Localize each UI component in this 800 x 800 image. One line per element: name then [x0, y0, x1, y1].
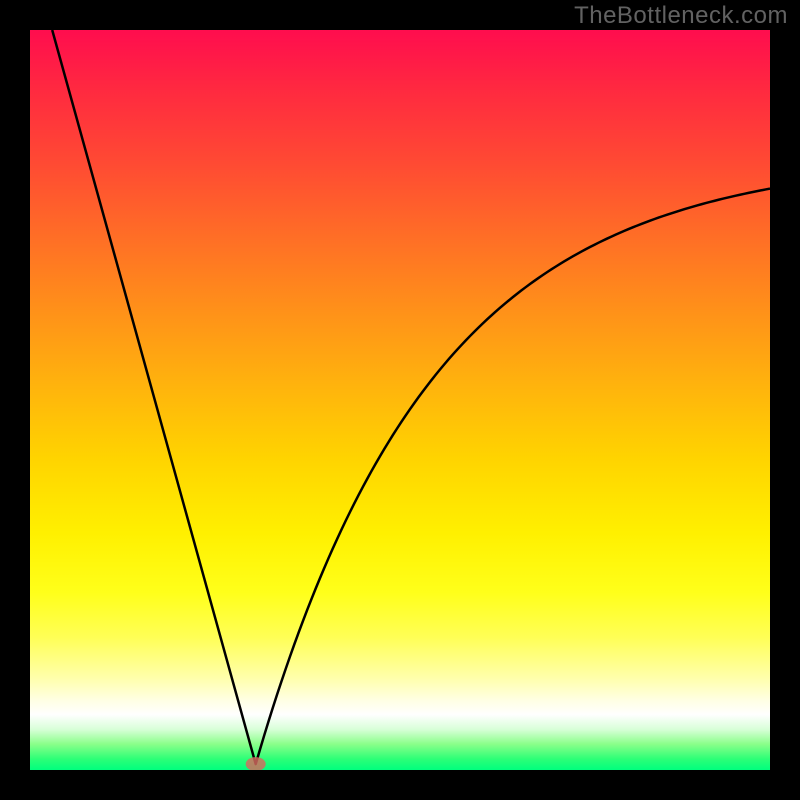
chart-container: TheBottleneck.com	[0, 0, 800, 800]
gradient-background	[30, 30, 770, 770]
plot-area	[30, 30, 770, 770]
watermark-text: TheBottleneck.com	[574, 2, 788, 30]
plot-svg	[30, 30, 770, 770]
